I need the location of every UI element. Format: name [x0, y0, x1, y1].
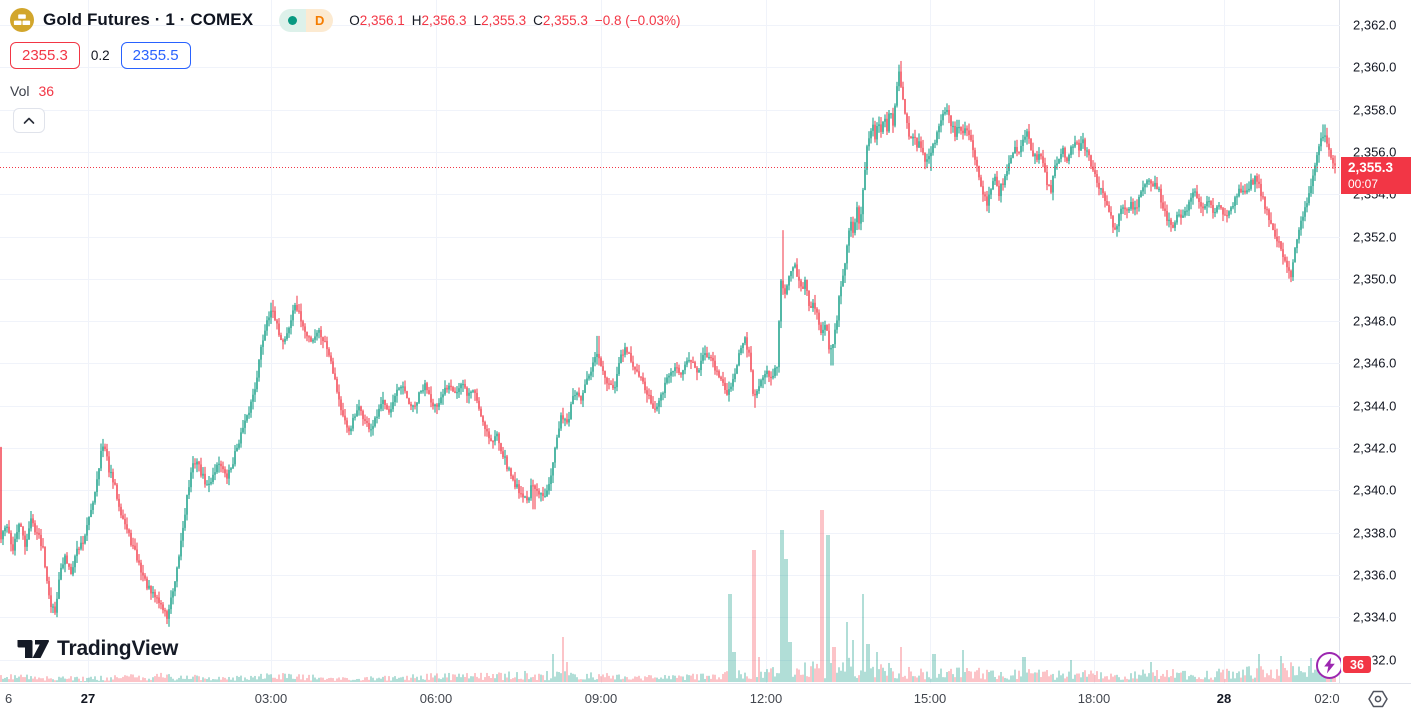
time-axis[interactable]: 6 27 03:00 06:00 09:00 12:00 15:00 18:00 28 02:0 [0, 683, 1411, 713]
price-tick: 2,346.0 [1353, 355, 1397, 371]
time-tick: 06:00 [419, 691, 453, 706]
tradingview-logo-mark-icon [17, 639, 50, 658]
candlestick-chart-canvas[interactable] [0, 0, 1340, 683]
bar-countdown: 00:07 [1348, 176, 1379, 191]
sell-price-button[interactable]: 2355.3 [10, 42, 80, 69]
ohlc-readout: O2,356.1 H2,356.3 L2,355.3 C2,355.3 −0.8… [349, 13, 680, 28]
price-tick: 2,334.0 [1353, 609, 1397, 625]
tradingview-logo-text: TradingView [57, 637, 179, 660]
symbol-legend: Gold Futures · 1 · COMEX D O2,356.1 H2,3… [10, 7, 680, 33]
current-price-value: 2,355.3 [1348, 159, 1394, 175]
time-tick: 18:00 [1077, 691, 1111, 706]
collapse-legend-button[interactable] [13, 108, 45, 133]
volume-value: 36 [38, 83, 55, 99]
price-axis[interactable]: 2,362.0 2,360.0 2,358.0 2,356.0 2,354.0 2,352… [1341, 0, 1411, 683]
price-tick: 2,336.0 [1353, 567, 1397, 583]
time-tick: 02:0 [1314, 691, 1340, 706]
high-label: H [411, 12, 422, 28]
volume-label: Vol [10, 83, 30, 99]
price-tick: 2,358.0 [1353, 102, 1397, 118]
change-value: −0.8 (−0.03%) [594, 12, 681, 28]
time-tick: 03:00 [254, 691, 288, 706]
price-tick: 2,356.0 [1353, 144, 1397, 160]
price-tick: 2,348.0 [1353, 313, 1397, 329]
price-tick: 2,344.0 [1353, 398, 1397, 414]
interval-badge[interactable]: D [279, 8, 334, 32]
open-value: 2,356.1 [359, 12, 405, 28]
price-tick: 2,362.0 [1353, 17, 1397, 33]
low-value: 2,355.3 [481, 12, 527, 28]
interval-label: D [306, 8, 334, 32]
market-open-dot-icon [288, 15, 298, 25]
close-label: C [533, 12, 543, 28]
bid-ask-row: 2355.3 0.2 2355.5 [10, 42, 191, 69]
tradingview-logo[interactable]: TradingView [16, 637, 178, 661]
time-tick: 12:00 [749, 691, 783, 706]
low-label: L [473, 12, 482, 28]
high-value: 2,356.3 [421, 12, 467, 28]
price-tick: 2,350.0 [1353, 271, 1397, 287]
buy-price-button[interactable]: 2355.5 [120, 42, 191, 69]
price-tick: 2,340.0 [1353, 482, 1397, 498]
price-tick: 2,352.0 [1353, 229, 1397, 244]
notification-count-badge[interactable]: 36 [1341, 654, 1373, 675]
time-tick: 15:00 [913, 691, 947, 706]
spread-value: 0.2 [90, 48, 110, 63]
current-price-label: 2,355.3 00:07 [1341, 156, 1411, 194]
time-tick: 27 [80, 691, 96, 706]
instant-order-lightning-icon[interactable] [1316, 652, 1343, 679]
time-tick: 09:00 [584, 691, 618, 706]
close-value: 2,355.3 [542, 12, 588, 28]
price-tick: 2,342.0 [1353, 440, 1397, 456]
volume-indicator-legend: Vol 36 [10, 83, 54, 99]
market-status-dot-wrap [279, 8, 307, 32]
open-label: O [349, 12, 360, 28]
time-tick: 28 [1216, 691, 1232, 706]
chart-pane[interactable]: Gold Futures · 1 · COMEX D O2,356.1 H2,3… [0, 0, 1340, 683]
price-tick: 2,338.0 [1353, 525, 1397, 541]
price-tick: 2,360.0 [1353, 59, 1397, 75]
time-tick: 6 [5, 691, 13, 706]
chevron-up-icon [23, 117, 35, 124]
axis-settings-gear-icon[interactable] [1367, 689, 1389, 709]
gold-bars-icon [10, 8, 34, 32]
symbol-title[interactable]: Gold Futures · 1 · COMEX [43, 10, 254, 29]
